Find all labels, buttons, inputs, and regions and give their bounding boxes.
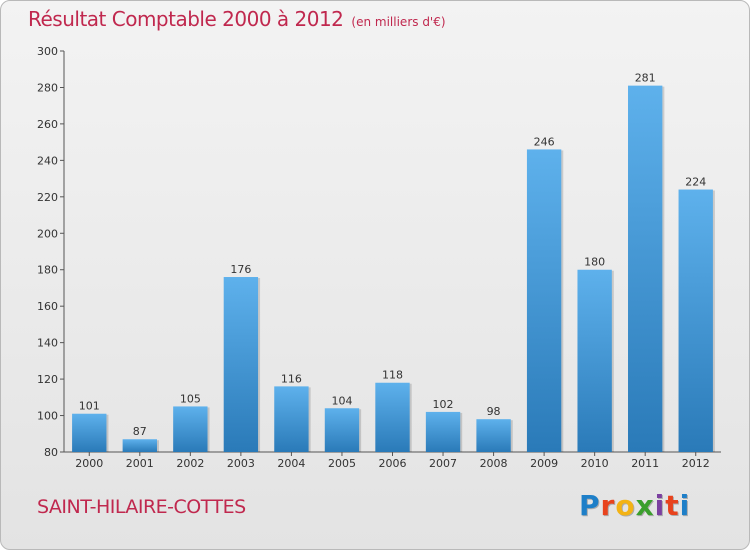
- logo-letter: i: [679, 489, 691, 522]
- logo-letter: i: [654, 489, 666, 522]
- bar: [526, 149, 562, 452]
- bar: [476, 419, 511, 452]
- chart-subtitle: (en milliers d'€): [351, 15, 446, 29]
- bar: [425, 411, 461, 452]
- y-tick-label: 80: [44, 446, 58, 459]
- y-tick-label: 300: [37, 45, 58, 58]
- logo-letter: r: [600, 489, 616, 522]
- y-tick-label: 260: [37, 118, 58, 131]
- chart-title-text: Résultat Comptable 2000 à 2012: [28, 7, 344, 31]
- x-tick-label: 2000: [75, 457, 103, 470]
- x-tick-label: 2004: [277, 457, 305, 470]
- y-tick-label: 140: [37, 337, 58, 350]
- bar: [223, 277, 259, 452]
- bar: [122, 439, 157, 452]
- data-label: 98: [487, 405, 501, 418]
- y-tick-label: 120: [37, 373, 58, 386]
- bar: [274, 386, 309, 452]
- x-tick-label: 2001: [126, 457, 154, 470]
- logo-letter: o: [615, 489, 636, 522]
- data-label: 105: [180, 392, 201, 405]
- x-tick-label: 2003: [227, 457, 255, 470]
- x-tick-label: 2005: [328, 457, 356, 470]
- commune-name: SAINT-HILAIRE-COTTES: [37, 496, 246, 518]
- x-tick-label: 2002: [176, 457, 204, 470]
- data-label: 104: [331, 394, 352, 407]
- bar: [72, 413, 107, 452]
- data-label: 118: [382, 369, 403, 382]
- y-tick-label: 280: [37, 81, 58, 94]
- data-label: 101: [79, 400, 100, 413]
- x-tick-label: 2006: [379, 457, 407, 470]
- data-label: 281: [635, 72, 656, 85]
- logo-letter: P: [579, 489, 601, 522]
- x-tick-label: 2009: [530, 457, 558, 470]
- bar: [678, 189, 713, 452]
- y-tick-label: 240: [37, 154, 58, 167]
- y-tick-label: 200: [37, 227, 58, 240]
- proxiti-logo: Proxiti: [579, 489, 690, 522]
- x-tick-label: 2010: [581, 457, 609, 470]
- logo-letter: t: [665, 489, 680, 522]
- x-tick-label: 2012: [682, 457, 710, 470]
- data-label: 180: [584, 256, 605, 269]
- y-tick-label: 100: [37, 410, 58, 423]
- x-tick-label: 2011: [631, 457, 659, 470]
- data-label: 176: [230, 263, 251, 276]
- chart-title: Résultat Comptable 2000 à 2012 (en millie…: [28, 7, 446, 31]
- bar: [375, 382, 410, 452]
- y-tick-label: 220: [37, 191, 58, 204]
- data-label: 87: [133, 425, 147, 438]
- bar: [324, 408, 360, 452]
- data-label: 102: [433, 398, 454, 411]
- bar: [173, 406, 208, 452]
- bar: [577, 269, 612, 452]
- y-tick-label: 180: [37, 264, 58, 277]
- x-tick-label: 2008: [480, 457, 508, 470]
- logo-letter: x: [635, 489, 655, 522]
- bar: [628, 85, 663, 452]
- data-label: 116: [281, 372, 302, 385]
- data-label: 246: [534, 135, 555, 148]
- data-label: 224: [685, 176, 706, 189]
- y-tick-label: 160: [37, 300, 58, 313]
- x-tick-label: 2007: [429, 457, 457, 470]
